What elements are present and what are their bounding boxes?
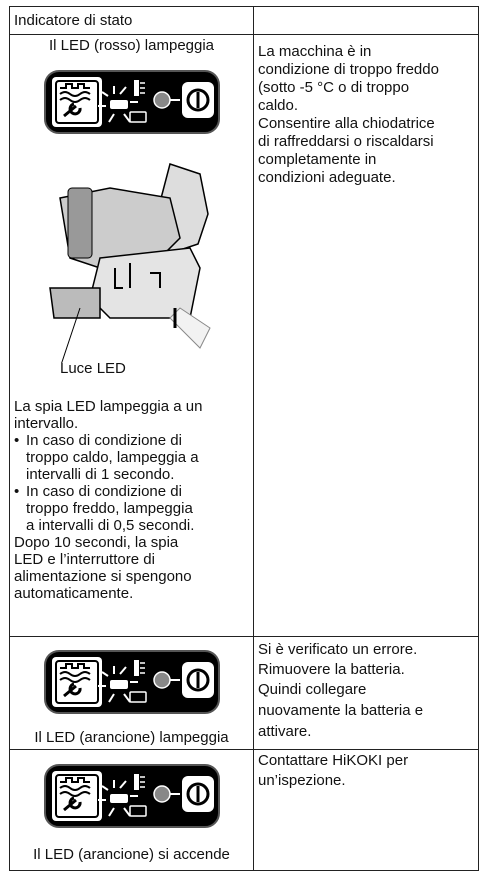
text-line: un’ispezione. xyxy=(258,772,346,789)
text-line: caldo. xyxy=(258,97,299,114)
text-line: Consentire alla chiodatrice xyxy=(258,115,435,132)
caption: Il LED (rosso) lampeggia xyxy=(48,37,215,54)
text-line: troppo caldo, lampeggia a xyxy=(26,449,199,466)
text-line: nuovamente la batteria e xyxy=(258,702,424,719)
caption: Il LED (arancione) lampeggia xyxy=(34,729,229,746)
text-line: condizioni adeguate. xyxy=(258,169,396,186)
text-line: automaticamente. xyxy=(14,585,134,602)
caption: Il LED (arancione) si accende xyxy=(33,846,230,863)
status-text: La spia LED lampeggia a un intervallo. xyxy=(14,398,202,432)
text-line: completamente in xyxy=(258,151,377,168)
text-line: (sotto -5 °C o di troppo xyxy=(258,79,410,96)
text-line: intervallo. xyxy=(14,415,79,432)
text-line: alimentazione si spengono xyxy=(14,568,192,585)
tool-image xyxy=(49,163,211,363)
text-line: troppo freddo, lampeggia xyxy=(26,500,193,517)
text-line: condizione di troppo freddo xyxy=(258,61,439,78)
header-cell xyxy=(253,6,479,35)
description: Contattare HiKOKI per un’ispezione. xyxy=(258,752,408,792)
text-line: Si è verificato un errore. xyxy=(258,641,418,658)
text-line: In caso di condizione di xyxy=(26,432,199,449)
header-text: Indicatore di stato xyxy=(14,12,133,29)
text-line: La macchina è in xyxy=(258,43,372,60)
text-line: LED e l’interruttore di xyxy=(14,551,155,568)
text-line: Quindi collegare xyxy=(258,681,367,698)
text-line: Contattare HiKOKI per xyxy=(258,752,409,769)
control-panel-image xyxy=(44,70,220,134)
control-panel-image xyxy=(44,650,220,714)
note: Luce LED xyxy=(60,360,126,377)
text-line: intervalli di 1 secondo. xyxy=(26,466,175,483)
description: Si è verificato un errore. xyxy=(258,641,417,661)
description: Quindi collegare nuovamente la batteria e… xyxy=(258,681,423,744)
description: Rimuovere la batteria. xyxy=(258,661,405,681)
text-line: di raffreddarsi o riscaldarsi xyxy=(258,133,434,150)
text-line: In caso di condizione di xyxy=(26,483,194,500)
cell xyxy=(253,749,479,871)
text-line: Dopo 10 secondi, la spia xyxy=(14,534,179,551)
text-line: a intervalli di 0,5 secondi. xyxy=(26,517,195,534)
status-text: Dopo 10 secondi, la spia LED e l’interrut… xyxy=(14,534,192,602)
control-panel-image xyxy=(44,764,220,828)
description: La macchina è in condizione di troppo fre… xyxy=(258,43,439,115)
description: Consentire alla chiodatrice di raffreddar… xyxy=(258,115,435,187)
text-line: Rimuovere la batteria. xyxy=(258,661,405,678)
text-line: attivare. xyxy=(258,723,312,740)
text-line: La spia LED lampeggia a un xyxy=(14,398,203,415)
